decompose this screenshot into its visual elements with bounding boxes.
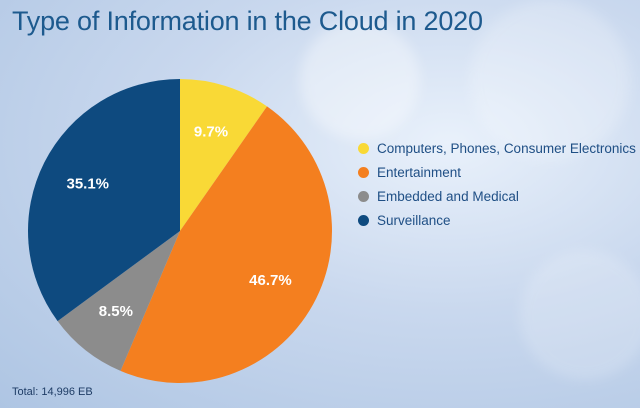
chart-legend: Computers, Phones, Consumer Electronics E… [358, 136, 636, 232]
slice-embedded-medical [57, 231, 180, 371]
chart-title: Type of Information in the Cloud in 2020 [12, 6, 483, 36]
legend-label: Computers, Phones, Consumer Electronics [377, 140, 636, 156]
legend-item-entertainment: Entertainment [358, 160, 636, 184]
label-surveillance: 35.1% [66, 175, 109, 192]
legend-label: Surveillance [377, 212, 451, 228]
legend-label: Entertainment [377, 164, 462, 180]
slice-consumer-electronics [180, 79, 268, 231]
slice-surveillance [28, 78, 180, 322]
background-bokeh [470, 0, 630, 160]
legend-swatch [358, 190, 369, 202]
legend-item-surveillance: Surveillance [358, 208, 636, 232]
label-consumer-electronics: 9.7% [194, 123, 228, 140]
total-footnote: Total: 14,996 EB [12, 386, 93, 398]
legend-swatch [358, 166, 369, 178]
legend-swatch [358, 214, 369, 226]
legend-swatch [358, 142, 369, 154]
background-bokeh [300, 20, 420, 140]
legend-item-embedded-medical: Embedded and Medical [358, 184, 636, 208]
background-bokeh [520, 250, 640, 380]
slice-entertainment [120, 106, 333, 383]
label-entertainment: 46.7% [249, 272, 292, 289]
legend-item-consumer-electronics: Computers, Phones, Consumer Electronics [358, 136, 636, 160]
legend-label: Embedded and Medical [377, 188, 519, 204]
label-embedded-medical: 8.5% [99, 303, 133, 320]
